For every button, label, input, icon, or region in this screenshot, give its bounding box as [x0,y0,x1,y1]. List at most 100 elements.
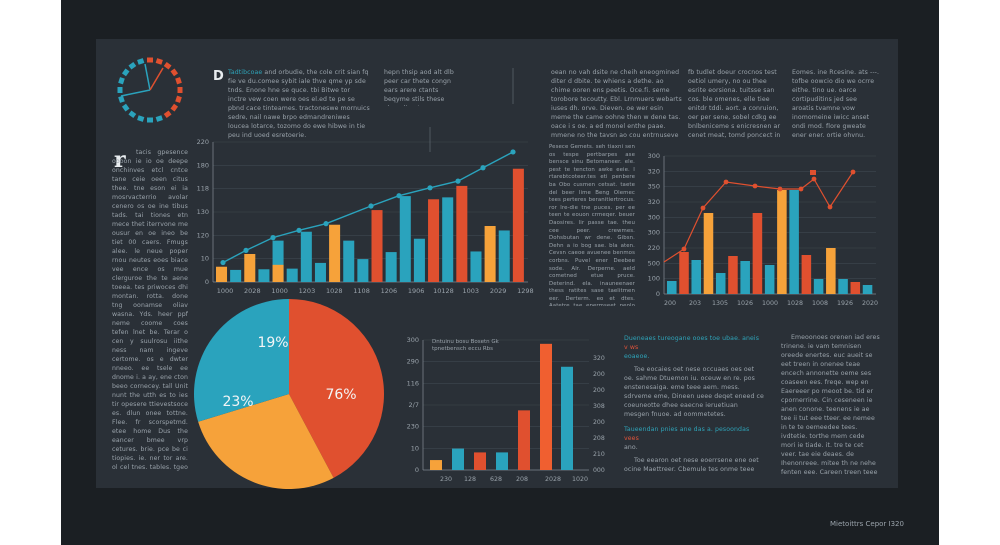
tick-label: 203 [689,300,701,307]
tick-label: 628 [490,476,502,483]
left-column-paragraph: tacis gpesence oooon ie io oe deepe onch… [112,149,188,471]
chart-title: Dntuinu bosu Bosetn Gk [432,339,500,345]
bar [498,230,510,282]
bar [715,273,726,294]
trend-point [243,247,249,253]
bar [728,256,738,294]
bottom-right-paragraph: Emeoonoes orenen iad eres trinene. ie va… [781,334,880,476]
bar [385,252,397,282]
trend-point [368,203,374,209]
bar [300,231,312,282]
bar [518,410,530,470]
bar [667,281,677,294]
trend-point [296,227,302,233]
trend-point [827,204,833,210]
section-heading-2: Taueendan pnies ane das a. pesoondas [624,426,750,433]
bar [740,261,750,294]
tick-label: 2028 [545,476,561,483]
bar [413,238,425,282]
trend-point [455,178,461,184]
trend-point [681,246,687,252]
pie-slice [193,299,289,422]
bar [357,259,369,282]
trend-point [752,183,758,189]
dropcap-d-icon: D [213,69,224,84]
trend-point [700,205,706,211]
dropcap-r-icon: r [114,147,126,173]
pie-slice [198,394,334,489]
bar [703,213,714,294]
tick-label: 300 [648,229,660,237]
pie-slice [289,299,384,478]
tick-label: 1298 [517,287,534,295]
tick-label: 180 [197,161,209,169]
tick-label: 1206 [381,287,398,295]
intro-body: and orbudie, the cole crit sian fq fie v… [228,69,370,139]
marker [810,170,816,175]
tick-label: 130 [197,208,209,216]
bar [484,226,496,282]
tick-label: 300 [648,213,660,221]
tick-label: 1028 [787,300,803,307]
tick-label: 320 [593,355,605,362]
bar [496,452,508,470]
tick-label: 1026 [737,300,753,307]
section-heading-2-tail: ano. [624,444,638,451]
bar [430,460,442,470]
bar [216,266,228,282]
trend-line [222,151,514,264]
intro-paragraph: Tadtibcoae and orbudie, the cole crit si… [228,68,370,140]
bar [777,190,787,294]
trend-point [480,165,486,171]
bar [272,240,284,282]
tick-label: 0 [656,290,660,298]
bar [329,224,341,282]
bar [813,279,824,294]
tick-label: 2020 [862,300,878,307]
bar [691,260,702,294]
tick-label: 320 [648,167,660,175]
tick-label: 1000 [271,287,288,295]
trend-line [663,171,854,263]
bar [314,262,326,282]
tick-label: 350 [648,183,660,191]
tick-label: 100 [648,275,660,283]
trend-point [270,235,276,241]
bar [679,252,689,294]
bar [474,452,486,470]
tick-label: 128 [464,476,476,483]
tick-label: 208 [516,476,528,483]
pie-label: 19% [257,335,288,351]
intro-heading: Tadtibcoae [228,69,263,76]
tick-label: 290 [407,358,419,366]
tick-label: 2/7 [409,401,419,409]
bar [512,168,524,282]
tick-label: 308 [593,403,605,410]
tick-label: 1305 [712,300,728,307]
tick-label: 200 [664,300,676,307]
tick-label: 220 [197,138,209,146]
bar [764,265,775,294]
bar [244,254,256,282]
tick-label: 300 [648,152,660,160]
tick-label: 208 [593,435,605,442]
chart-subtitle: tpnetbensch eccu Rbs [432,346,493,352]
bar [258,269,270,282]
trend-point [798,186,804,192]
tick-label: 210 [593,451,605,458]
tick-label: 10 [201,255,209,263]
tick-label: 1003 [463,287,480,295]
bar [456,185,468,282]
tick-label: 2029 [490,287,507,295]
bar [399,196,411,282]
tick-label: 220 [648,244,660,252]
tick-label: 200 [593,387,605,394]
tick-label: 200 [593,371,605,378]
tick-label: 1020 [572,476,588,483]
trend-point [323,221,329,227]
bar [470,251,482,282]
bar [561,366,573,470]
bar [452,448,464,470]
trend-point [777,186,783,192]
